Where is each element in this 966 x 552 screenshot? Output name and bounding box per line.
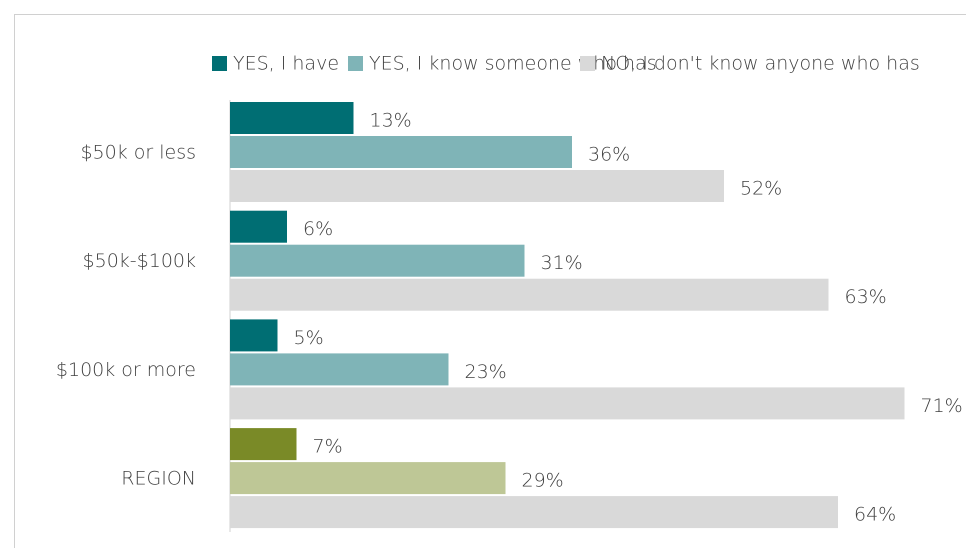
bar <box>230 102 354 134</box>
bar <box>230 319 278 351</box>
bar <box>230 387 905 419</box>
data-label: 52% <box>740 178 782 200</box>
bar <box>230 211 287 243</box>
data-label: 7% <box>313 436 343 458</box>
category-label: $50k or less <box>80 142 196 164</box>
bar <box>230 136 572 168</box>
data-label: 29% <box>522 470 564 492</box>
data-label: 63% <box>845 286 887 308</box>
bar <box>230 496 838 528</box>
category-label: $100k or more <box>56 359 196 381</box>
data-label: 64% <box>854 504 896 526</box>
data-label: 5% <box>294 327 324 349</box>
bar <box>230 353 449 385</box>
category-label: $50k-$100k <box>83 250 196 272</box>
legend-label: NO, I don't know anyone who has <box>601 53 920 75</box>
bar <box>230 279 829 311</box>
legend-swatch <box>212 56 227 71</box>
data-label: 13% <box>370 110 412 132</box>
bar <box>230 245 525 277</box>
data-label: 6% <box>303 218 333 240</box>
bar <box>230 428 297 460</box>
data-label: 71% <box>921 395 963 417</box>
legend-swatch <box>348 56 363 71</box>
legend-label: YES, I have <box>233 53 339 75</box>
legend-swatch <box>580 56 595 71</box>
data-label: 31% <box>541 252 583 274</box>
bar <box>230 170 724 202</box>
data-label: 23% <box>465 361 507 383</box>
data-label: 36% <box>588 144 630 166</box>
bar <box>230 462 506 494</box>
category-label: REGION <box>121 468 196 490</box>
